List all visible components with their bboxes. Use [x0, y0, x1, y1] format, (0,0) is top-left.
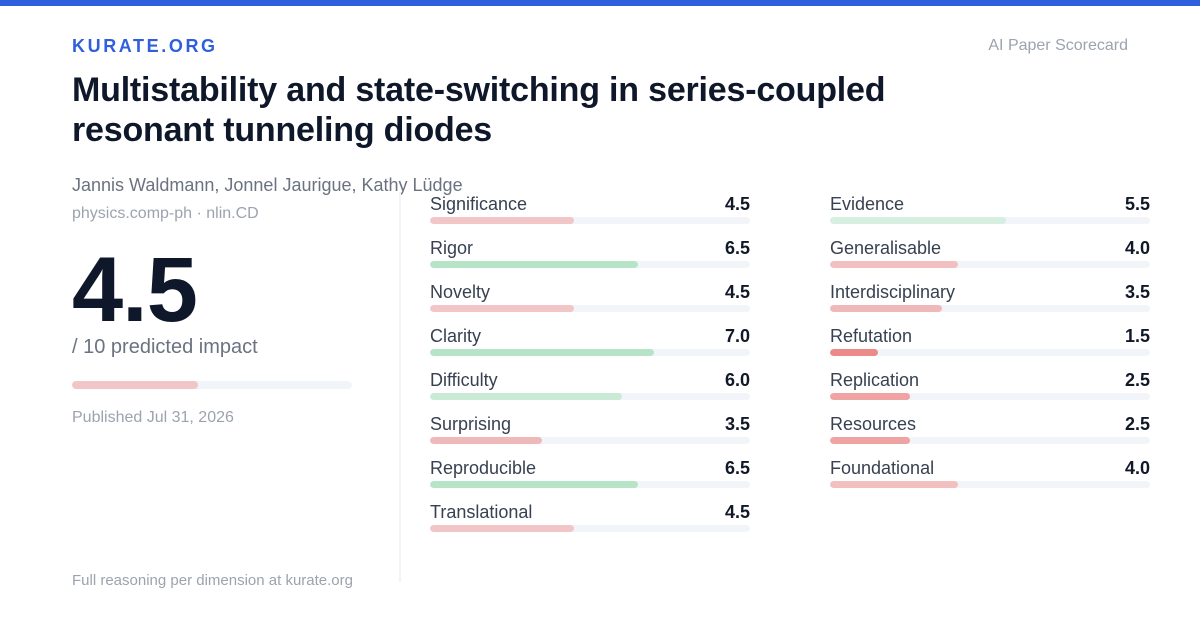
- dimension-value: 6.5: [724, 238, 750, 258]
- dimension-row-replication: Replication 2.5: [830, 368, 1150, 412]
- dimension-bar: [430, 481, 750, 488]
- dimension-value: 4.0: [1124, 238, 1150, 258]
- dimension-row-refutation: Refutation 1.5: [830, 324, 1150, 368]
- dimension-bar-fill: [830, 261, 958, 268]
- dimension-row-interdisciplinary: Interdisciplinary 3.5: [830, 280, 1150, 324]
- dimension-row-reproducible: Reproducible 6.5: [430, 456, 750, 500]
- dimension-name: Evidence: [830, 194, 905, 214]
- dimension-row-translational: Translational 4.5: [430, 500, 750, 544]
- dimension-bar-fill: [830, 481, 958, 488]
- dimension-name: Difficulty: [430, 370, 498, 390]
- dimension-bar-fill: [830, 349, 878, 356]
- dimensions-left-column: Significance 4.5 Rigor 6.5 Novelty 4.5 Clarity…: [430, 192, 750, 544]
- dimension-value: 3.5: [1124, 282, 1150, 302]
- dimension-value: 4.5: [724, 194, 750, 214]
- dimension-name: Significance: [430, 194, 528, 214]
- dimension-bar: [830, 393, 1150, 400]
- impact-score-label: / 10 predicted impact: [72, 336, 258, 358]
- dimension-row-resources: Resources 2.5: [830, 412, 1150, 456]
- dimension-name: Surprising: [430, 414, 512, 434]
- dimension-bar-fill: [430, 481, 638, 488]
- dimension-bar-fill: [830, 217, 1006, 224]
- dimension-name: Interdisciplinary: [830, 282, 956, 302]
- impact-score-bar: [72, 381, 352, 389]
- dimension-name: Refutation: [830, 326, 913, 346]
- dimension-bar: [430, 393, 750, 400]
- dimension-value: 2.5: [1124, 370, 1150, 390]
- dimension-bar: [430, 437, 750, 444]
- dimension-value: 3.5: [724, 414, 750, 434]
- dimension-bar-fill: [830, 437, 910, 444]
- dimension-bar: [430, 349, 750, 356]
- dimension-row-novelty: Novelty 4.5: [430, 280, 750, 324]
- dimensions-right-column: Evidence 5.5 Generalisable 4.0 Interdiscipli…: [830, 192, 1150, 500]
- dimension-row-significance: Significance 4.5: [430, 192, 750, 236]
- dimension-bar: [830, 305, 1150, 312]
- dimension-value: 5.5: [1124, 194, 1150, 214]
- dimension-row-difficulty: Difficulty 6.0: [430, 368, 750, 412]
- column-divider: [399, 192, 401, 582]
- impact-score: 4.5: [72, 239, 198, 341]
- top-accent-bar: [0, 0, 1200, 6]
- dimension-value: 2.5: [1124, 414, 1150, 434]
- dimension-bar-fill: [430, 525, 574, 532]
- dimension-name: Clarity: [430, 326, 482, 346]
- dimension-bar: [830, 437, 1150, 444]
- dimension-bar-fill: [430, 305, 574, 312]
- dimension-value: 4.5: [724, 282, 750, 302]
- dimension-bar: [430, 261, 750, 268]
- dimension-bar: [430, 525, 750, 532]
- dimension-bar-fill: [430, 349, 654, 356]
- dimension-bar-fill: [430, 217, 574, 224]
- dimension-bar: [830, 349, 1150, 356]
- dimension-row-generalisable: Generalisable 4.0: [830, 236, 1150, 280]
- footer-note: Full reasoning per dimension at kurate.o…: [72, 572, 353, 589]
- dimension-bar-fill: [830, 305, 942, 312]
- paper-authors: Jannis Waldmann, Jonnel Jaurigue, Kathy …: [72, 175, 463, 195]
- dimension-name: Foundational: [830, 458, 935, 478]
- dimension-row-surprising: Surprising 3.5: [430, 412, 750, 456]
- dimension-bar: [830, 217, 1150, 224]
- published-date: Published Jul 31, 2026: [72, 409, 234, 426]
- dimension-row-rigor: Rigor 6.5: [430, 236, 750, 280]
- dimension-value: 4.0: [1124, 458, 1150, 478]
- impact-score-bar-fill: [72, 381, 198, 389]
- dimension-value: 1.5: [1124, 326, 1150, 346]
- dimension-bar: [830, 481, 1150, 488]
- dimension-name: Translational: [430, 502, 533, 522]
- dimension-value: 4.5: [724, 502, 750, 522]
- dimension-row-foundational: Foundational 4.0: [830, 456, 1150, 500]
- dimension-row-evidence: Evidence 5.5: [830, 192, 1150, 236]
- dimension-bar-fill: [430, 437, 542, 444]
- dimension-bar: [830, 261, 1150, 268]
- paper-title: Multistability and state-switching in se…: [72, 71, 886, 149]
- dimension-bar: [430, 217, 750, 224]
- dimension-name: Rigor: [430, 238, 474, 258]
- scorecard-tagline: AI Paper Scorecard: [988, 37, 1128, 54]
- dimension-name: Reproducible: [430, 458, 537, 478]
- dimension-bar-fill: [430, 261, 638, 268]
- dimension-bar-fill: [430, 393, 622, 400]
- dimension-value: 6.0: [724, 370, 750, 390]
- dimension-bar: [430, 305, 750, 312]
- dimension-row-clarity: Clarity 7.0: [430, 324, 750, 368]
- dimension-value: 6.5: [724, 458, 750, 478]
- dimension-value: 7.0: [724, 326, 750, 346]
- dimension-name: Replication: [830, 370, 920, 390]
- dimension-name: Novelty: [430, 282, 491, 302]
- brand-logo-text[interactable]: KURATE.ORG: [72, 36, 218, 56]
- dimension-bar-fill: [830, 393, 910, 400]
- paper-category: physics.comp-ph · nlin.CD: [72, 205, 259, 222]
- dimension-name: Resources: [830, 414, 917, 434]
- dimension-name: Generalisable: [830, 238, 942, 258]
